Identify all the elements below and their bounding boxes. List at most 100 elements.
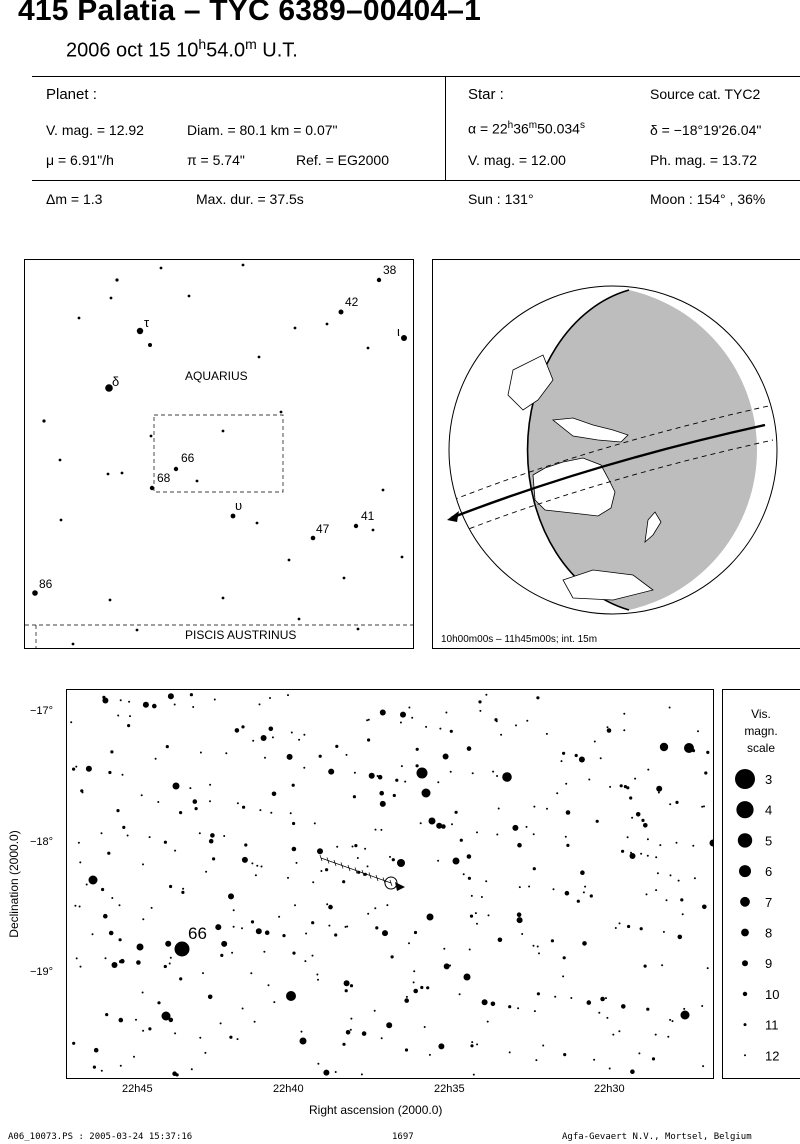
field-star xyxy=(252,739,255,742)
field-star xyxy=(675,800,679,804)
field-star xyxy=(122,825,126,829)
ra-seconds: 50.034 xyxy=(537,120,580,137)
field-star xyxy=(449,964,452,967)
star-label-47: 47 xyxy=(316,522,330,536)
scale-magnitude-label: 4 xyxy=(765,803,772,818)
star-vmag: V. mag. = 12.00 xyxy=(468,152,566,168)
field-star xyxy=(566,843,570,847)
field-star xyxy=(313,822,316,825)
track-tick xyxy=(361,869,365,877)
field-star xyxy=(190,1068,193,1071)
field-star xyxy=(428,1053,431,1056)
field-star xyxy=(104,957,107,960)
field-star xyxy=(669,874,672,877)
finder-star xyxy=(109,296,113,300)
field-star xyxy=(390,955,394,959)
footer-publisher: Agfa-Gevaert N.V., Mortsel, Belgium xyxy=(562,1132,752,1142)
field-star xyxy=(646,854,649,857)
field-star xyxy=(598,1011,601,1014)
field-star xyxy=(413,988,419,994)
field-star xyxy=(157,801,160,803)
detail-chart-svg: 66 xyxy=(70,693,713,1077)
field-star xyxy=(437,859,440,862)
field-star xyxy=(671,1020,674,1023)
field-star xyxy=(449,770,452,773)
field-star xyxy=(516,912,522,917)
field-star xyxy=(229,1035,233,1039)
field-star xyxy=(665,899,668,902)
star-label-42: 42 xyxy=(345,295,359,309)
field-star xyxy=(399,721,402,724)
finder-star xyxy=(108,598,112,602)
field-star xyxy=(79,965,82,968)
field-star xyxy=(470,894,473,897)
field-star xyxy=(474,912,477,915)
field-star xyxy=(570,997,573,999)
field-star xyxy=(645,893,648,896)
field-star xyxy=(251,862,254,865)
field-star xyxy=(336,845,339,848)
field-star xyxy=(462,873,465,876)
finder-star xyxy=(148,343,152,347)
field-star xyxy=(364,847,367,850)
field-star xyxy=(395,778,399,782)
field-star xyxy=(253,1020,256,1023)
field-star xyxy=(485,880,488,883)
field-star xyxy=(471,772,474,775)
field-star xyxy=(654,1033,657,1036)
field-star xyxy=(289,812,292,815)
field-star xyxy=(643,823,648,828)
field-star xyxy=(236,802,239,805)
field-star xyxy=(408,706,411,709)
field-star xyxy=(451,823,453,826)
finder-star xyxy=(356,627,360,631)
finder-star xyxy=(187,294,191,298)
field-star xyxy=(466,854,472,859)
field-star xyxy=(290,731,293,734)
field-star xyxy=(662,930,665,933)
finder-star xyxy=(149,434,153,438)
field-star xyxy=(119,1064,122,1067)
field-star xyxy=(292,821,296,826)
field-star xyxy=(318,754,322,758)
scale-dot xyxy=(744,1054,746,1057)
field-star xyxy=(629,796,633,800)
y-tick-19: −19° xyxy=(30,966,54,978)
field-star xyxy=(552,888,555,891)
field-star xyxy=(669,1018,672,1021)
field-star xyxy=(294,904,296,907)
field-star xyxy=(647,768,650,771)
field-star xyxy=(213,698,216,701)
field-star xyxy=(102,697,109,704)
field-star xyxy=(408,942,410,945)
scale-magnitude-label: 3 xyxy=(765,772,772,787)
finder-star xyxy=(195,479,199,483)
finder-chart-svg: AQUARIUS PISCIS AUSTRINUS 38 42 ι τ δ 66… xyxy=(25,263,413,648)
field-star xyxy=(199,1036,202,1039)
field-star xyxy=(80,789,84,793)
field-star xyxy=(208,838,214,844)
field-star xyxy=(179,811,183,815)
australia-outline xyxy=(532,457,616,517)
field-star xyxy=(634,777,637,780)
magnitude-scale: Vis. magn. scale 3 4 5 6 7 8 9 10 11 12 xyxy=(722,689,800,1079)
scale-dot xyxy=(742,991,748,997)
bright-star xyxy=(659,742,669,752)
finder-star xyxy=(115,278,119,282)
finder-chart: AQUARIUS PISCIS AUSTRINUS 38 42 ι τ δ 66… xyxy=(24,259,414,649)
field-star xyxy=(311,921,315,925)
x-axis-label: Right ascension (2000.0) xyxy=(309,1103,443,1117)
field-star xyxy=(291,783,295,787)
field-star xyxy=(635,812,641,817)
new-zealand-outline xyxy=(644,511,662,544)
field-star xyxy=(706,750,710,754)
field-star xyxy=(342,880,346,884)
field-star xyxy=(675,841,678,844)
field-star xyxy=(563,1053,567,1057)
field-star xyxy=(525,825,528,828)
star-label-38: 38 xyxy=(383,263,397,277)
field-star xyxy=(366,865,369,868)
field-star xyxy=(271,736,274,739)
field-star xyxy=(677,879,680,882)
field-star xyxy=(518,886,521,889)
